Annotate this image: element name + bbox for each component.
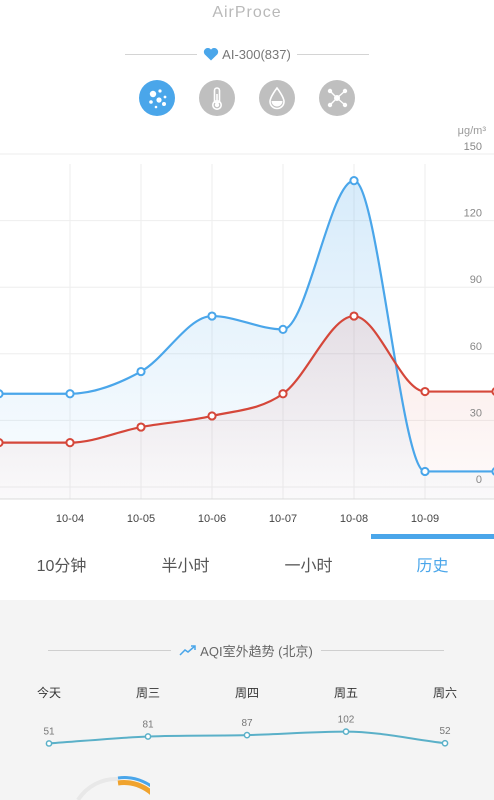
aqi-title-text: AQI室外趋势 (北京) xyxy=(200,643,313,659)
time-range-tabs: 10分钟 半小时 一小时 历史 xyxy=(0,534,494,588)
series-line xyxy=(0,179,494,473)
device-name-label: AI-300(837) xyxy=(222,46,291,62)
history-chart-svg: 150 120 90 60 30 0 10-04 10-05 10-06 10-07 10-08 10… xyxy=(0,141,494,525)
day-label-today: 今天 xyxy=(36,686,61,700)
divider-left xyxy=(125,53,198,55)
pm25-button[interactable] xyxy=(139,80,175,116)
day-label-thu: 周四 xyxy=(234,686,259,700)
humidity-drop-icon xyxy=(269,86,285,110)
metric-selector xyxy=(0,80,494,116)
data-point[interactable] xyxy=(349,311,359,321)
x-tick-label: 10-06 xyxy=(198,513,226,525)
molecule-icon xyxy=(327,88,348,108)
data-point[interactable] xyxy=(0,389,4,399)
data-point[interactable] xyxy=(278,324,288,334)
outdoor-aqi-panel: AQI室外趋势 (北京) 今天 周三 周四 周五 周六 51 81 87 102 52 xyxy=(0,600,494,800)
heart-icon xyxy=(204,47,219,61)
aqi-value-label: 81 xyxy=(142,720,154,731)
tab-one-hour[interactable]: 一小时 xyxy=(284,558,333,575)
x-tick-label: 10-08 xyxy=(340,513,368,525)
y-tick-label: 60 xyxy=(470,341,482,353)
thermometer-icon xyxy=(212,87,222,110)
x-tick-label: 10-09 xyxy=(411,513,439,525)
data-point[interactable] xyxy=(0,438,4,448)
data-point[interactable] xyxy=(65,389,75,399)
x-tick-label: 10-05 xyxy=(127,513,155,525)
temperature-button[interactable] xyxy=(199,80,235,116)
molecule-button[interactable] xyxy=(319,80,355,116)
aqi-value-label: 52 xyxy=(439,726,451,737)
app-title: AirProce xyxy=(212,4,282,21)
tab-half-hour[interactable]: 半小时 xyxy=(161,558,210,575)
data-point[interactable] xyxy=(420,466,430,477)
y-tick-label: 0 xyxy=(476,474,482,486)
y-tick-label: 150 xyxy=(464,141,482,153)
aqi-value-label: 87 xyxy=(241,718,253,729)
aqi-point xyxy=(243,731,251,739)
tab-history[interactable]: 历史 xyxy=(416,558,449,575)
data-point[interactable] xyxy=(207,411,217,421)
y-tick-label: 120 xyxy=(464,208,482,220)
pm25-icon xyxy=(149,89,167,109)
aqi-point xyxy=(441,739,449,747)
x-tick-label: 10-07 xyxy=(269,513,297,525)
day-label-sat: 周六 xyxy=(432,686,457,700)
gauge-ring-partial xyxy=(76,776,150,800)
chart-unit: μg/m³ xyxy=(457,125,486,137)
data-point[interactable] xyxy=(278,389,288,399)
y-tick-label: 30 xyxy=(470,407,482,419)
aqi-point xyxy=(144,733,152,740)
aqi-point xyxy=(45,740,53,747)
x-tick-label: 10-04 xyxy=(56,513,84,525)
device-selector[interactable]: AI-300(837) xyxy=(0,44,494,64)
data-point[interactable] xyxy=(420,386,430,397)
data-point[interactable] xyxy=(349,176,359,186)
divider-right xyxy=(296,53,369,55)
active-tab-indicator xyxy=(371,534,494,539)
tab-10-minutes[interactable]: 10分钟 xyxy=(36,558,87,575)
divider-left xyxy=(48,649,172,651)
data-point[interactable] xyxy=(136,366,146,377)
aqi-value-label: 102 xyxy=(338,715,355,726)
trend-up-icon xyxy=(179,645,196,656)
series-area xyxy=(0,316,494,499)
aqi-point xyxy=(342,728,350,736)
data-point[interactable] xyxy=(65,438,75,448)
data-point[interactable] xyxy=(136,422,146,432)
data-point[interactable] xyxy=(207,311,217,321)
day-label-fri: 周五 xyxy=(333,686,358,700)
aqi-trend-chart: 51 81 87 102 52 xyxy=(43,715,451,747)
series-line xyxy=(0,314,494,444)
y-tick-label: 90 xyxy=(470,274,482,286)
history-chart[interactable]: 150 120 90 60 30 0 10-04 10-05 10-06 10-07 10-08 10… xyxy=(0,140,494,530)
aqi-value-label: 51 xyxy=(43,726,55,737)
humidity-button[interactable] xyxy=(259,80,295,116)
divider-right xyxy=(320,649,445,651)
aqi-title: AQI室外趋势 (北京) xyxy=(179,641,313,660)
day-label-wed: 周三 xyxy=(135,686,160,700)
